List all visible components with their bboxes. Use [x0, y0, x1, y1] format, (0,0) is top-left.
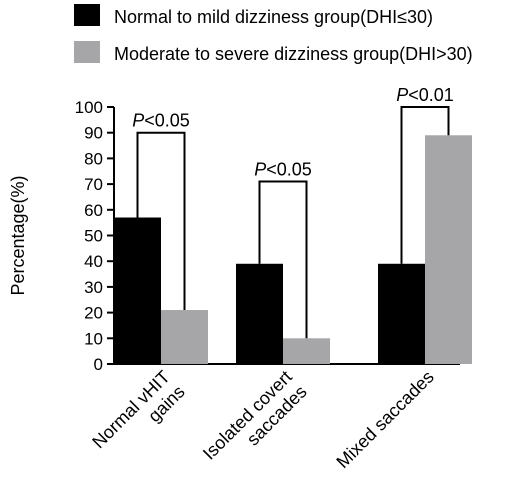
p-value-label-1: P<0.05 — [132, 111, 190, 131]
y-axis-label: Percentage(%) — [8, 175, 28, 295]
axes: 0 10 20 30 40 50 60 70 80 90 100 Percentage(%) — [8, 98, 460, 374]
category-label-3: Mixed saccades — [332, 367, 437, 472]
legend-label-1: Normal to mild dizziness group(DHI≤30) — [114, 7, 433, 27]
p-value-label-2: P<0.05 — [254, 160, 312, 180]
y-tick-label: 60 — [84, 201, 103, 220]
y-tick-label: 50 — [84, 227, 103, 246]
bar-1-series-1 — [114, 217, 161, 364]
significance-bracket-2 — [258, 180, 308, 339]
y-tick-label: 30 — [84, 278, 103, 297]
y-tick-label: 90 — [84, 124, 103, 143]
legend-swatch-1 — [74, 4, 100, 26]
legend-swatch-2 — [74, 41, 100, 63]
bar-2-series-2 — [283, 338, 330, 364]
category-label-2: Isolated covertsaccades — [199, 367, 311, 479]
significance-bracket-1 — [136, 131, 186, 311]
legend: Normal to mild dizziness group(DHI≤30) Mo… — [74, 4, 473, 64]
bars — [114, 135, 472, 364]
significance-brackets: P<0.05 P<0.05 P<0.01 — [132, 85, 454, 339]
category-label-1: Normal vHITgains — [88, 367, 188, 467]
y-tick-label: 80 — [84, 149, 103, 168]
legend-label-2: Moderate to severe dizziness group(DHI>3… — [114, 44, 473, 64]
y-tick-label: 100 — [75, 98, 103, 117]
significance-bracket-3 — [400, 106, 450, 264]
bar-3-series-2 — [425, 135, 472, 364]
p-value-label-3: P<0.01 — [396, 85, 454, 105]
y-tick-label: 70 — [84, 175, 103, 194]
y-tick-label: 20 — [84, 304, 103, 323]
category-labels: Normal vHITgains Isolated covertsaccades M… — [88, 367, 438, 479]
y-tick-label: 10 — [84, 329, 103, 348]
y-tick-label: 40 — [84, 252, 103, 271]
bar-1-series-2 — [161, 310, 208, 364]
bar-3-series-1 — [378, 263, 425, 364]
y-tick-label: 0 — [94, 355, 103, 374]
bar-2-series-1 — [236, 263, 283, 364]
